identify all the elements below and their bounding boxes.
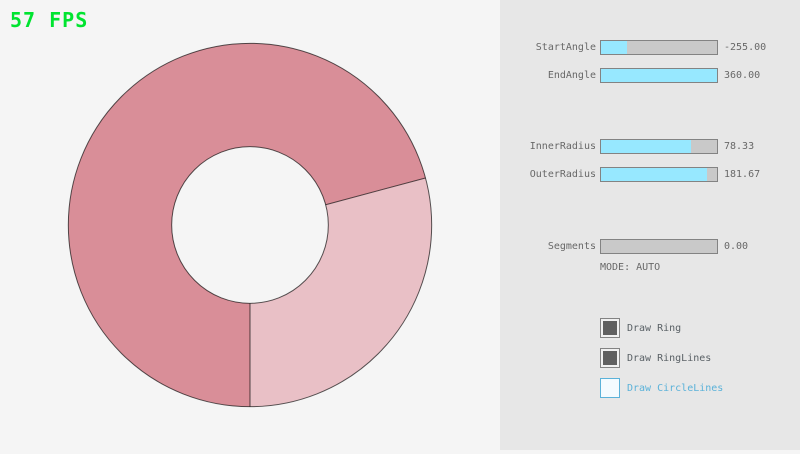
checkbox-label: Draw Ring [627, 322, 682, 334]
innerradius-value: 78.33 [724, 141, 755, 152]
control-panel: StartAngle -255.00 EndAngle 360.00 Inner… [500, 0, 800, 450]
checkbox-box[interactable] [600, 378, 620, 398]
slider-fill [601, 41, 627, 54]
ring-chart [67, 42, 433, 408]
startangle-value: -255.00 [724, 42, 767, 53]
outerradius-slider[interactable] [600, 167, 718, 182]
draw-ringlines-checkbox[interactable]: Draw RingLines [600, 348, 711, 368]
startangle-slider[interactable] [600, 40, 718, 55]
checkbox-box[interactable] [600, 348, 620, 368]
outerradius-value: 181.67 [724, 169, 761, 180]
checkbox-label: Draw RingLines [627, 352, 712, 364]
innerradius-slider[interactable] [600, 139, 718, 154]
innerradius-label: InnerRadius [529, 141, 596, 152]
render-canvas: 57 FPS [10, 8, 433, 408]
segments-mode-text: MODE: AUTO [600, 262, 661, 273]
draw-ring-checkbox[interactable]: Draw Ring [600, 318, 681, 338]
checkbox-label: Draw CircleLines [627, 382, 724, 394]
draw-circlelines-checkbox[interactable]: Draw CircleLines [600, 378, 723, 398]
checkbox-box[interactable] [600, 318, 620, 338]
endangle-label: EndAngle [547, 70, 596, 81]
segments-label: Segments [547, 241, 596, 252]
endangle-slider[interactable] [600, 68, 718, 83]
segments-slider[interactable] [600, 239, 718, 254]
outerradius-label: OuterRadius [529, 169, 596, 180]
slider-fill [601, 168, 707, 181]
slider-fill [601, 140, 692, 153]
segments-value: 0.00 [724, 241, 749, 252]
startangle-label: StartAngle [535, 42, 596, 53]
endangle-value: 360.00 [724, 70, 761, 81]
fps-counter: 57 FPS [10, 8, 89, 32]
slider-fill [601, 69, 717, 82]
